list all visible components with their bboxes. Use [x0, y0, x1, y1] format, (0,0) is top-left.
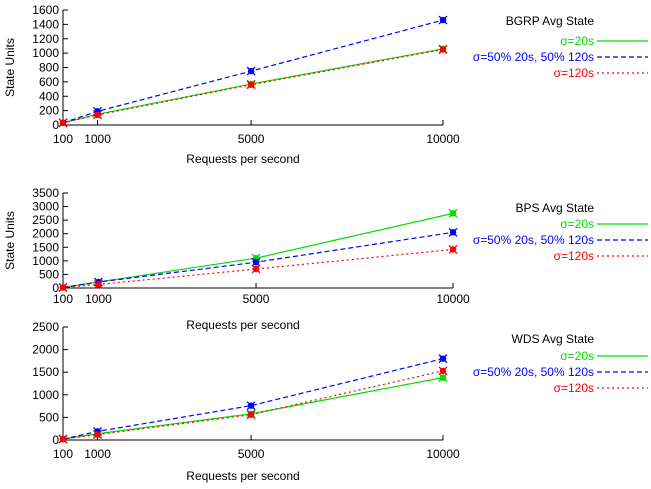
data-point-cross [246, 410, 256, 420]
y-tick-label: 3000 [32, 200, 59, 214]
series-line-1 [62, 377, 444, 440]
x-tick-label: 10000 [426, 447, 460, 461]
x-tick-label: 1000 [84, 447, 111, 461]
series-line-2 [62, 231, 454, 289]
y-tick-label: 1000 [32, 46, 59, 60]
y-tick-label: 0 [52, 433, 59, 447]
y-tick-label: 500 [39, 267, 59, 281]
x-axis-label: Requests per second [186, 469, 299, 483]
y-tick-label: 1500 [32, 240, 59, 254]
y-tick-label: 600 [39, 75, 59, 89]
chart-panel-3: 0 500 1000 1500 2000 2500 100 1000 5000 10000 Requ… [32, 320, 648, 483]
x-tick-label: 5000 [243, 292, 270, 306]
y-tick-label: 2000 [32, 227, 59, 241]
data-point-cross [246, 80, 256, 90]
y-tick-label: 200 [39, 104, 59, 118]
series-line-1 [62, 48, 444, 124]
data-point-cross [58, 282, 68, 292]
data-point-cross [93, 110, 103, 120]
data-point-cross [448, 227, 458, 237]
x-tick-label: 5000 [238, 447, 265, 461]
x-tick-label: 100 [53, 132, 73, 146]
data-point-cross [448, 244, 458, 254]
legend-label-3: σ=120s [554, 66, 594, 80]
y-tick-label: 1200 [32, 32, 59, 46]
legend-label-1: σ=20s [560, 34, 594, 48]
legend-label-1: σ=20s [560, 349, 594, 363]
legend-label-3: σ=120s [554, 249, 594, 263]
data-point-cross [438, 45, 448, 54]
y-tick-label: 500 [39, 410, 59, 424]
y-tick-label: 1500 [32, 365, 59, 379]
y-tick-label: 2000 [32, 343, 59, 357]
y-tick-label: 0 [52, 281, 59, 295]
y-tick-label: 1600 [32, 3, 59, 17]
series-line-2 [62, 19, 444, 124]
legend-title: BGRP Avg State [506, 14, 595, 28]
legend-label-2: σ=50% 20s, 50% 120s [473, 233, 594, 247]
y-tick-label: 2500 [32, 213, 59, 227]
y-axis-label: State Units [3, 211, 17, 270]
legend-label-1: σ=20s [560, 217, 594, 231]
legend-label-2: σ=50% 20s, 50% 120s [473, 365, 594, 379]
data-point-cross [438, 354, 448, 364]
data-point-cross [448, 208, 458, 218]
data-point-cross [438, 366, 448, 376]
y-tick-label: 2500 [32, 320, 59, 334]
data-point-cross [93, 280, 103, 289]
x-tick-label: 100 [53, 292, 73, 306]
legend-title: BPS Avg State [516, 201, 595, 215]
y-tick-label: 3500 [32, 186, 59, 200]
y-tick-label: 0 [52, 118, 59, 132]
data-point-cross [58, 434, 68, 444]
x-tick-label: 10000 [426, 132, 460, 146]
data-point-cross [93, 430, 103, 440]
x-tick-label: 1000 [85, 292, 112, 306]
data-point-cross [251, 264, 261, 274]
y-tick-label: 800 [39, 61, 59, 75]
data-point-cross [58, 118, 68, 128]
x-tick-label: 1000 [84, 132, 111, 146]
series-line-1 [62, 212, 454, 289]
legend-title: WDS Avg State [512, 332, 595, 346]
y-tick-label: 1000 [32, 254, 59, 268]
y-tick-label: 1000 [32, 388, 59, 402]
y-axis-label: State Units [3, 38, 17, 97]
data-point-cross [246, 66, 256, 76]
data-point-cross [251, 257, 261, 267]
data-point-cross [246, 401, 256, 411]
legend-label-2: σ=50% 20s, 50% 120s [473, 50, 594, 64]
x-tick-label: 5000 [238, 132, 265, 146]
legend-label-3: σ=120s [554, 381, 594, 395]
x-tick-label: 100 [53, 447, 73, 461]
data-point-cross [438, 15, 448, 25]
series-line-2 [62, 358, 444, 440]
x-tick-label: 10000 [436, 292, 470, 306]
y-tick-label: 1400 [32, 17, 59, 31]
x-axis-label: Requests per second [186, 152, 299, 166]
data-point-cross [438, 373, 448, 383]
x-axis-label: Requests per second [186, 318, 299, 332]
y-tick-label: 400 [39, 89, 59, 103]
